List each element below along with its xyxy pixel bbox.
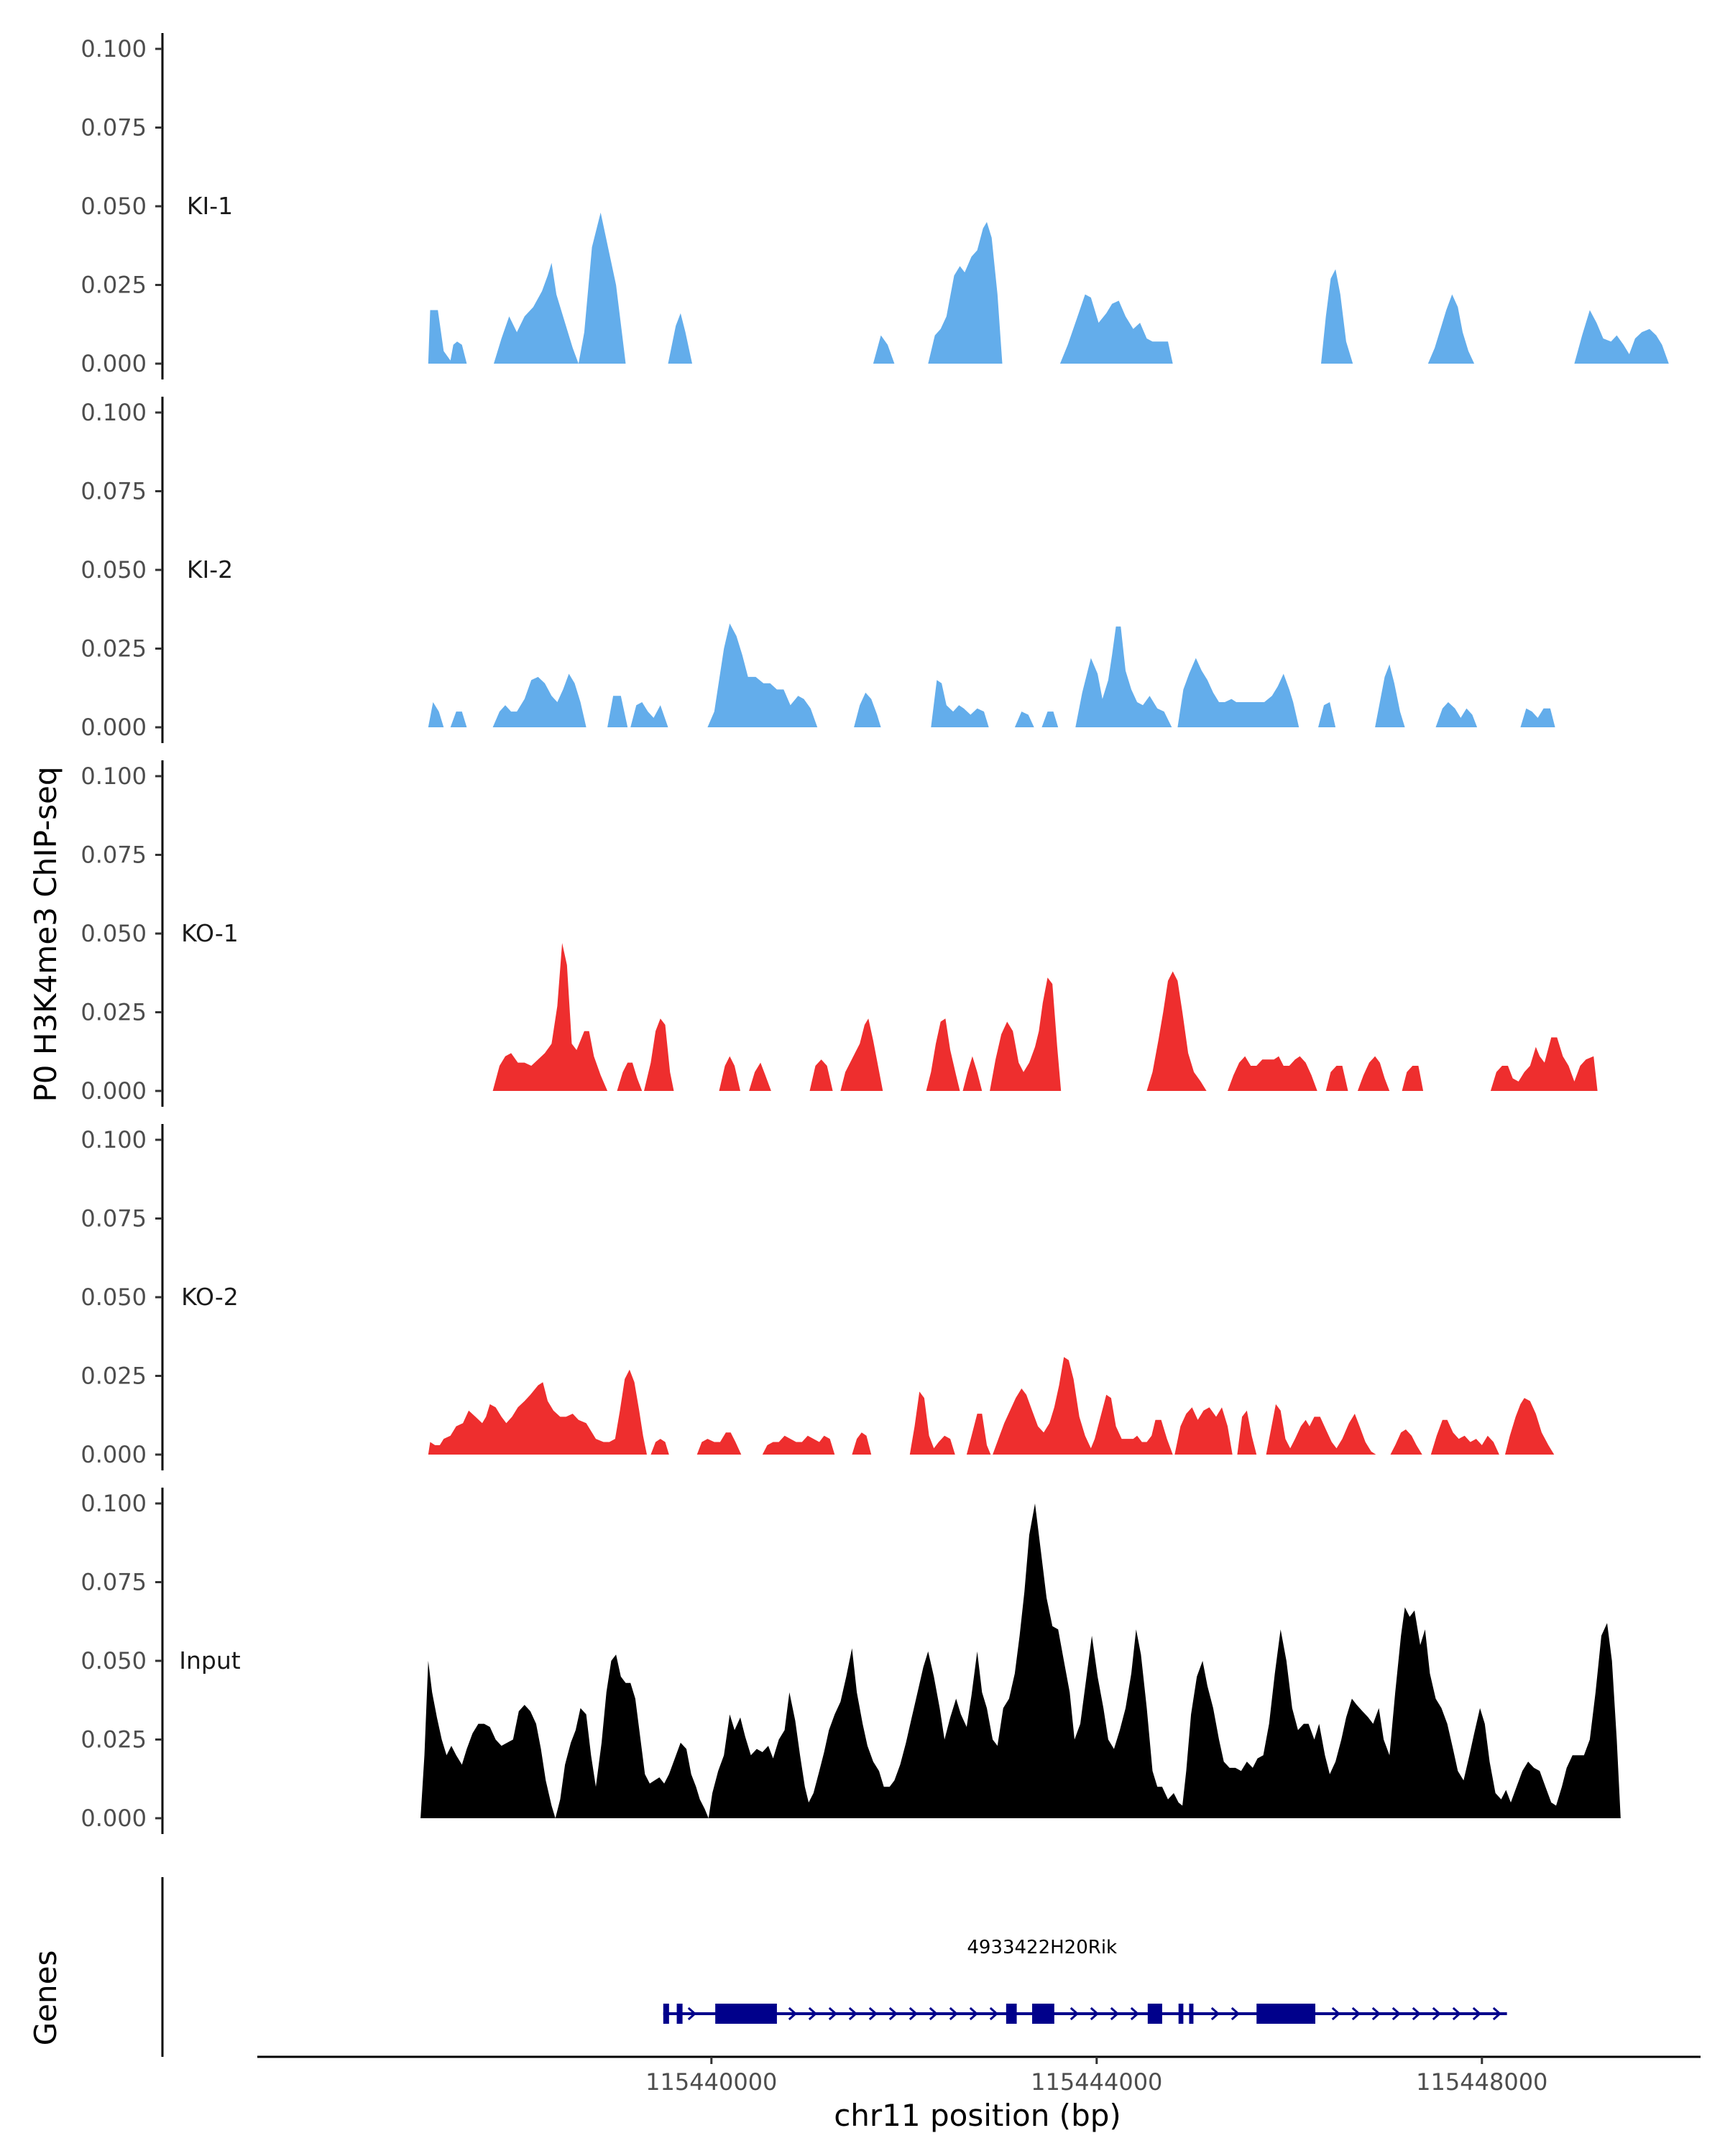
strand-arrow xyxy=(1492,2007,1502,2021)
gene-exon xyxy=(663,2004,669,2024)
y-tick-label: 0.050 xyxy=(80,920,147,947)
strand-arrow xyxy=(1392,2007,1402,2021)
strand-arrow xyxy=(1331,2007,1341,2021)
y-tick-label: 0.100 xyxy=(80,1126,147,1153)
y-tick-label: 0.000 xyxy=(80,1441,147,1468)
y-tick-label: 0.025 xyxy=(80,1726,147,1754)
x-tick-label: 115440000 xyxy=(645,2068,777,2096)
strand-arrow xyxy=(848,2007,858,2021)
strand-arrow xyxy=(1090,2007,1100,2021)
track-input: 0.100 0.075 0.050 0.025 0.000 Input xyxy=(80,1488,1621,1834)
track-ko-1: 0.100 0.075 0.050 0.025 0.000 KO-1 xyxy=(80,760,1598,1107)
y-axis-title: P0 H3K4me3 ChIP-seq xyxy=(28,766,63,1102)
strand-arrow xyxy=(788,2007,798,2021)
strand-arrow xyxy=(808,2007,818,2021)
strand-arrow xyxy=(1472,2007,1482,2021)
x-axis: 115440000 115444000 115448000 xyxy=(257,2055,1701,2096)
coverage-area-ki-1 xyxy=(428,212,1671,364)
y-tick-label: 0.075 xyxy=(80,114,147,142)
gene-exon xyxy=(1178,2004,1184,2024)
track-label: KI-2 xyxy=(187,556,233,584)
y-tick-label: 0.075 xyxy=(80,842,147,869)
track-label: KO-1 xyxy=(181,919,239,947)
track-ki-2: 0.100 0.075 0.050 0.025 0.000 KI-2 xyxy=(80,397,1556,743)
gene-exon xyxy=(1006,2004,1017,2024)
gene-exon xyxy=(1032,2004,1054,2024)
gene-exon xyxy=(1256,2004,1315,2024)
y-tick-label: 0.000 xyxy=(80,350,147,377)
track-label: Input xyxy=(179,1646,241,1674)
coverage-area-ko-1 xyxy=(492,943,1598,1091)
y-tick-label: 0.000 xyxy=(80,1805,147,1832)
y-tick-label: 0.025 xyxy=(80,1363,147,1390)
strand-arrow xyxy=(1351,2007,1361,2021)
x-tick-label: 115448000 xyxy=(1416,2068,1547,2096)
y-tick-label: 0.075 xyxy=(80,1205,147,1233)
y-tick-label: 0.075 xyxy=(80,478,147,505)
y-tick-label: 0.100 xyxy=(80,763,147,790)
y-tick-label: 0.100 xyxy=(80,399,147,426)
strand-arrow xyxy=(1230,2007,1241,2021)
strand-arrow xyxy=(1130,2007,1140,2021)
strand-arrow xyxy=(1432,2007,1442,2021)
strand-arrow xyxy=(929,2007,939,2021)
y-tick-label: 0.050 xyxy=(80,556,147,584)
gene-exon xyxy=(1147,2004,1162,2024)
x-axis-title: chr11 position (bp) xyxy=(834,2098,1121,2133)
y-tick-label: 0.050 xyxy=(80,193,147,220)
strand-arrow xyxy=(1412,2007,1422,2021)
strand-arrow xyxy=(1210,2007,1220,2021)
gene-exon xyxy=(1189,2004,1194,2024)
track-label: KO-2 xyxy=(181,1283,239,1311)
y-tick-label: 0.100 xyxy=(80,1490,147,1517)
strand-arrow xyxy=(888,2007,898,2021)
genes-axis-title: Genes xyxy=(28,1950,63,2046)
x-tick-label: 115444000 xyxy=(1031,2068,1162,2096)
gene-exon xyxy=(715,2004,777,2024)
strand-arrow xyxy=(989,2007,999,2021)
y-tick-label: 0.025 xyxy=(80,635,147,663)
y-tick-label: 0.000 xyxy=(80,1077,147,1105)
y-tick-label: 0.025 xyxy=(80,272,147,299)
strand-arrow xyxy=(969,2007,979,2021)
y-tick-label: 0.050 xyxy=(80,1284,147,1311)
strand-arrow xyxy=(1371,2007,1381,2021)
strand-arrow xyxy=(1070,2007,1080,2021)
gene-layer: 4933422H20Rik xyxy=(161,1877,1507,2057)
coverage-area-ko-2 xyxy=(428,1357,1558,1455)
track-label: KI-1 xyxy=(187,192,233,220)
track-ko-2: 0.100 0.075 0.050 0.025 0.000 KO-2 xyxy=(80,1124,1558,1470)
track-ki-1: 0.100 0.075 0.050 0.025 0.000 KI-1 xyxy=(80,33,1671,379)
strand-arrow xyxy=(828,2007,838,2021)
y-tick-label: 0.050 xyxy=(80,1647,147,1674)
tracks-layer: 0.1000.0750.0500.0250.000KI-10.1000.0750… xyxy=(80,33,1671,1834)
strand-arrow xyxy=(908,2007,919,2021)
strand-arrow xyxy=(1110,2007,1120,2021)
gene-name-label: 4933422H20Rik xyxy=(967,1937,1117,1958)
coverage-area-input xyxy=(420,1503,1621,1818)
strand-arrow xyxy=(687,2007,697,2021)
coverage-area-ki-2 xyxy=(428,623,1556,727)
y-tick-label: 0.100 xyxy=(80,35,147,63)
y-tick-label: 0.025 xyxy=(80,999,147,1026)
strand-arrow xyxy=(949,2007,959,2021)
strand-arrow xyxy=(868,2007,878,2021)
gene-exon xyxy=(676,2004,683,2024)
y-tick-label: 0.075 xyxy=(80,1569,147,1596)
strand-arrow xyxy=(1452,2007,1462,2021)
y-tick-label: 0.000 xyxy=(80,714,147,741)
